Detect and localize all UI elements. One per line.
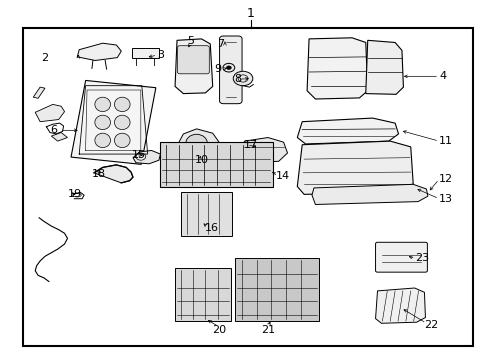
Ellipse shape	[114, 115, 130, 130]
Bar	[160, 142, 272, 187]
Text: 5: 5	[187, 36, 194, 46]
Bar	[23, 28, 472, 346]
Text: 17: 17	[243, 140, 257, 150]
Bar	[132, 48, 159, 58]
Text: 16: 16	[204, 222, 218, 233]
Text: 22: 22	[424, 320, 438, 330]
FancyBboxPatch shape	[375, 242, 427, 272]
Text: 15: 15	[132, 150, 146, 160]
Ellipse shape	[114, 133, 130, 148]
Polygon shape	[297, 141, 412, 194]
Text: 2: 2	[41, 53, 48, 63]
FancyBboxPatch shape	[177, 46, 209, 74]
Polygon shape	[306, 38, 367, 99]
Text: 21: 21	[261, 325, 274, 336]
Text: 20: 20	[212, 325, 225, 336]
Ellipse shape	[95, 97, 110, 112]
Polygon shape	[375, 288, 425, 323]
Text: 8: 8	[234, 74, 242, 84]
Text: 6: 6	[51, 125, 58, 135]
Polygon shape	[77, 43, 121, 60]
Ellipse shape	[226, 66, 231, 69]
Text: 18: 18	[92, 168, 106, 179]
Ellipse shape	[223, 63, 234, 72]
Text: 12: 12	[438, 174, 452, 184]
Polygon shape	[238, 138, 287, 163]
Text: 14: 14	[276, 171, 290, 181]
Text: 10: 10	[194, 155, 208, 165]
Polygon shape	[51, 132, 67, 141]
Ellipse shape	[233, 71, 252, 86]
Polygon shape	[33, 87, 45, 98]
Polygon shape	[176, 129, 219, 158]
Polygon shape	[133, 150, 160, 164]
Polygon shape	[94, 165, 133, 183]
Ellipse shape	[95, 115, 110, 130]
Polygon shape	[35, 104, 64, 122]
Bar	[175, 268, 231, 321]
Ellipse shape	[95, 133, 110, 148]
Bar	[234, 258, 318, 321]
Text: 19: 19	[67, 189, 81, 199]
Text: 13: 13	[438, 194, 452, 204]
Text: 11: 11	[438, 136, 452, 146]
Text: 9: 9	[213, 64, 221, 74]
Text: 23: 23	[414, 253, 428, 264]
Text: 4: 4	[438, 71, 446, 81]
FancyBboxPatch shape	[219, 36, 242, 104]
Ellipse shape	[185, 134, 207, 152]
Ellipse shape	[114, 97, 130, 112]
Text: 3: 3	[157, 50, 164, 60]
Text: 7: 7	[216, 39, 224, 49]
Bar	[71, 80, 156, 165]
Polygon shape	[175, 39, 212, 94]
Polygon shape	[311, 184, 427, 204]
Polygon shape	[365, 40, 403, 94]
Text: 1: 1	[246, 7, 254, 20]
Bar	[181, 192, 232, 236]
Polygon shape	[297, 118, 398, 144]
